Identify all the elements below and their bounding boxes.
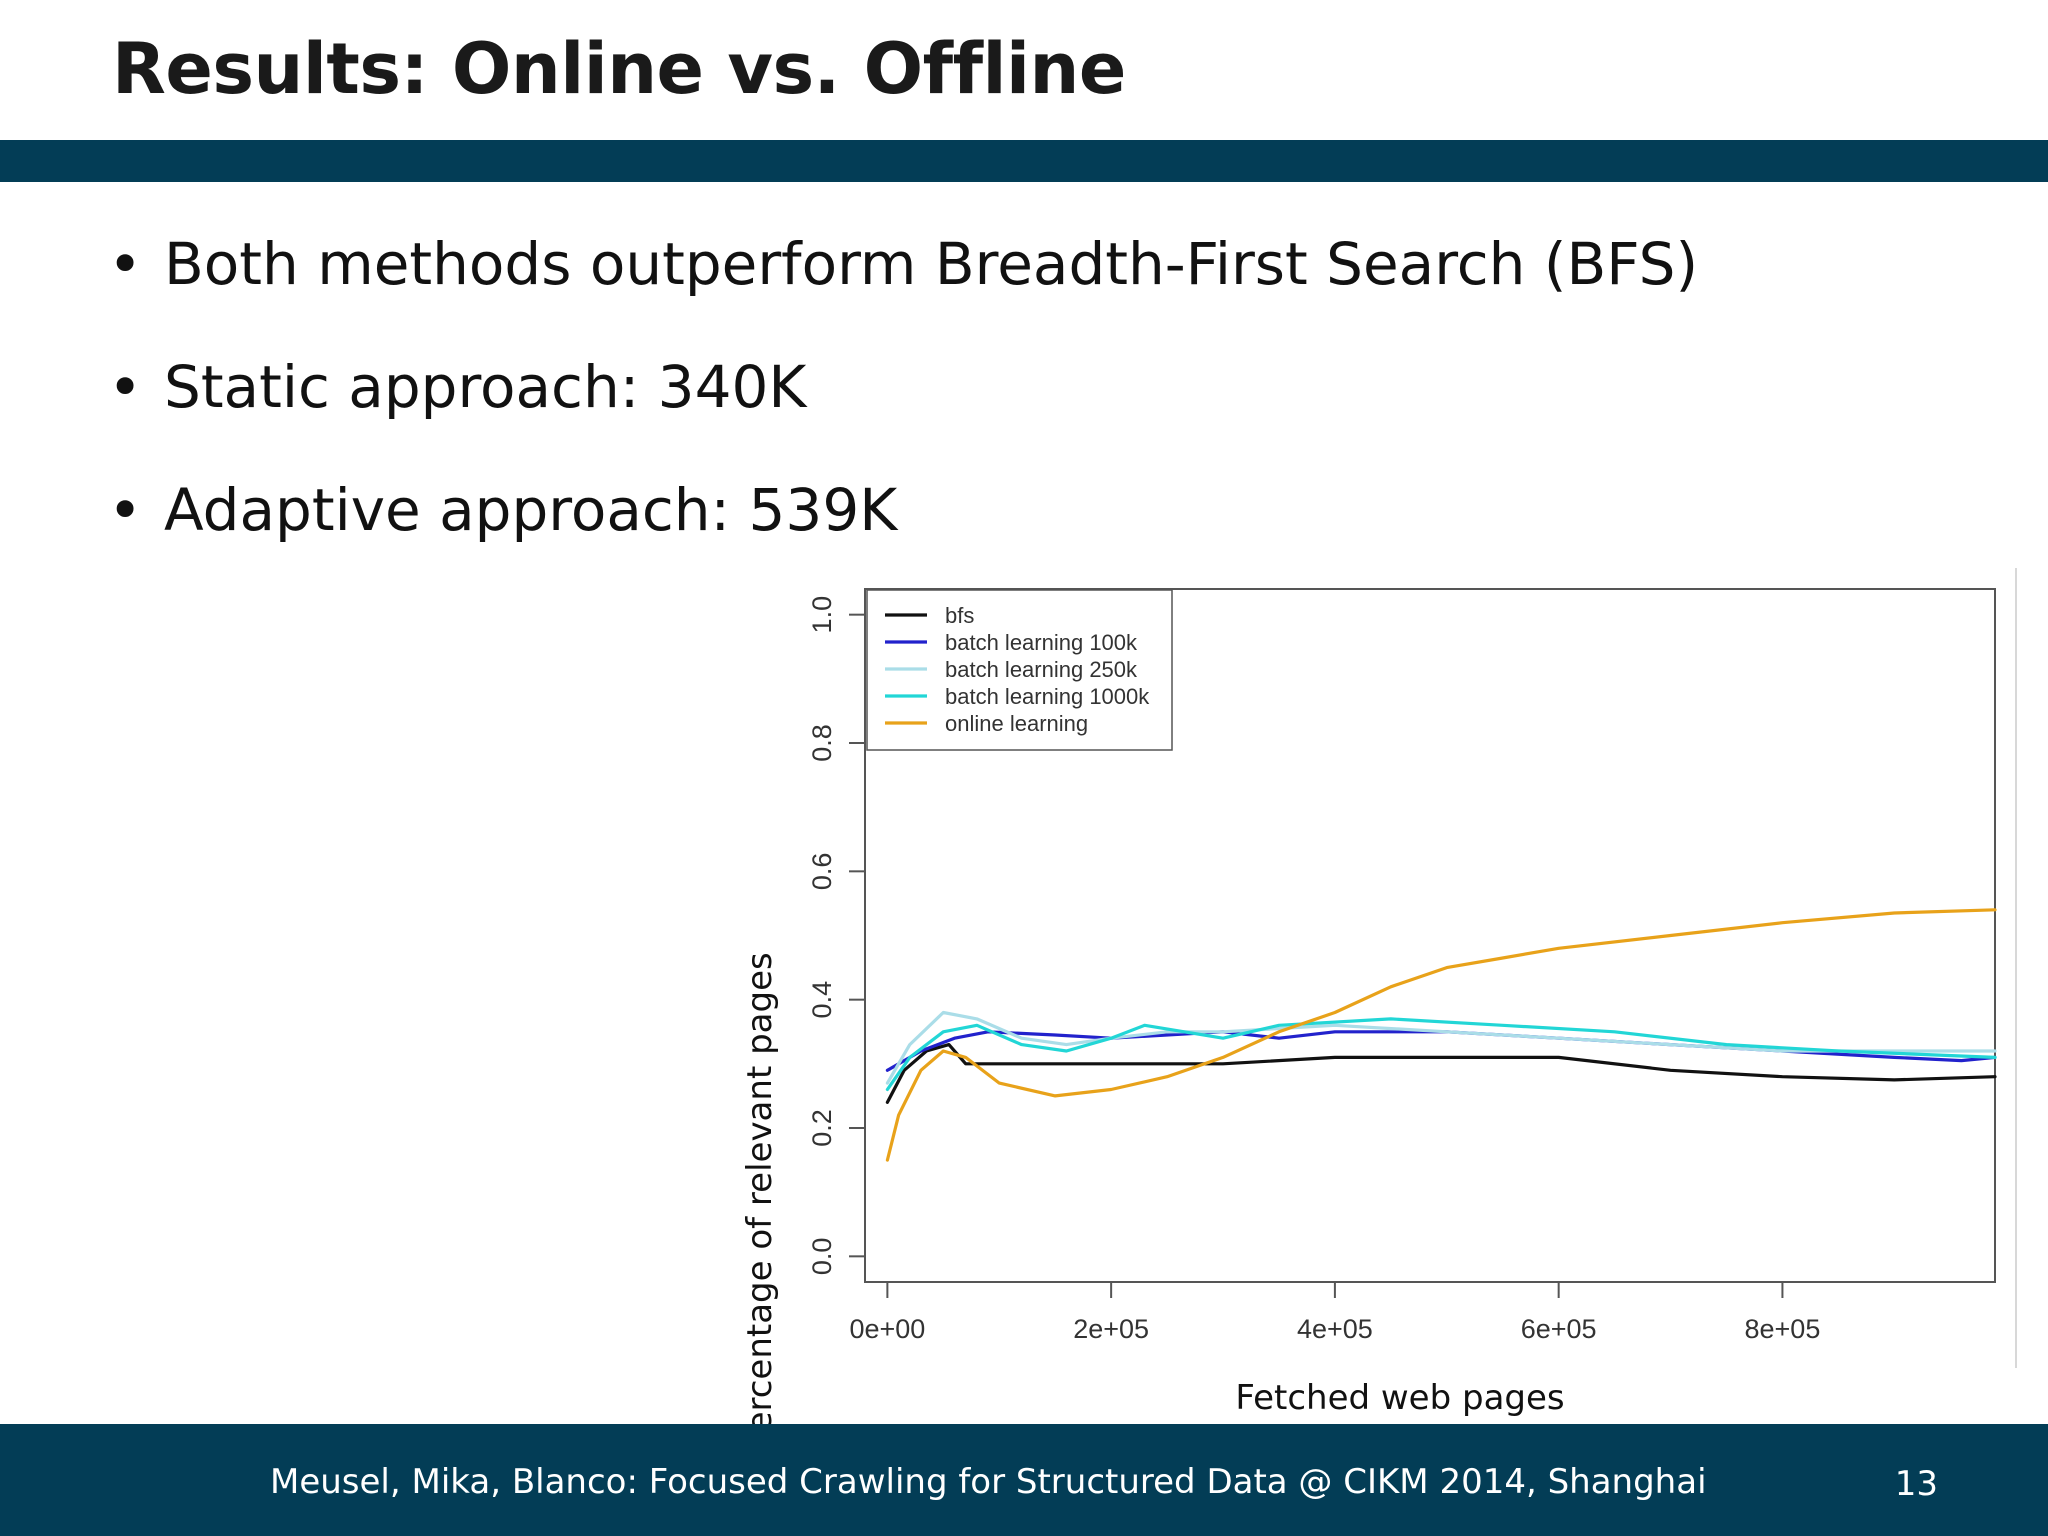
- legend-label: batch learning 250k: [945, 657, 1138, 682]
- chart-svg: 0e+00 2e+05 4e+05 6e+05 8e+05 0.0 0.2 0.4 0.6 0.8…: [807, 568, 2017, 1368]
- bullet-list: Both methods outperform Breadth-First Se…: [108, 228, 1698, 597]
- y-axis-title: Percentage of relevant pages: [740, 952, 780, 1452]
- x-tick-label: 0e+00: [849, 1314, 925, 1344]
- title-divider-bar: [0, 140, 2048, 182]
- y-tick-label: 0.8: [807, 724, 837, 762]
- series-line-batch-learning-250k: [885, 1010, 1997, 1085]
- x-axis-title: Fetched web pages: [1235, 1378, 1565, 1418]
- series-line-online-learning: [885, 908, 1997, 1162]
- line-chart: 0e+00 2e+05 4e+05 6e+05 8e+05 0.0 0.2 0.4 0.6 0.8…: [700, 560, 2048, 1440]
- bullet-item-static: Static approach: 340K: [108, 351, 1698, 423]
- bullet-item-adaptive: Adaptive approach: 539K: [108, 474, 1698, 546]
- bullet-item-bfs: Both methods outperform Breadth-First Se…: [108, 228, 1698, 300]
- footer-bar: Meusel, Mika, Blanco: Focused Crawling f…: [0, 1424, 2048, 1536]
- slide-title: Results: Online vs. Offline: [112, 28, 1126, 110]
- legend-label: online learning: [945, 711, 1088, 736]
- legend-label: bfs: [945, 603, 974, 628]
- x-tick-label: 6e+05: [1521, 1314, 1597, 1344]
- legend-label: batch learning 100k: [945, 630, 1138, 655]
- y-tick-label: 0.2: [807, 1109, 837, 1147]
- plot-frame: [864, 588, 1996, 1283]
- y-tick-label: 0.6: [807, 853, 837, 891]
- series-line-batch-learning-100k: [885, 1030, 1997, 1072]
- legend-label: batch learning 1000k: [945, 684, 1150, 709]
- x-tick-label: 8e+05: [1745, 1314, 1821, 1344]
- footer-citation: Meusel, Mika, Blanco: Focused Crawling f…: [270, 1462, 1707, 1502]
- y-tick-label: 0.4: [807, 981, 837, 1019]
- series-line-bfs: [885, 1043, 1997, 1104]
- page-number: 13: [1894, 1464, 1938, 1504]
- y-tick-label: 1.0: [807, 596, 837, 634]
- series-line-batch-learning-1000k: [885, 1017, 1997, 1092]
- x-tick-label: 2e+05: [1073, 1314, 1149, 1344]
- y-tick-label: 0.0: [807, 1238, 837, 1276]
- x-tick-label: 4e+05: [1297, 1314, 1373, 1344]
